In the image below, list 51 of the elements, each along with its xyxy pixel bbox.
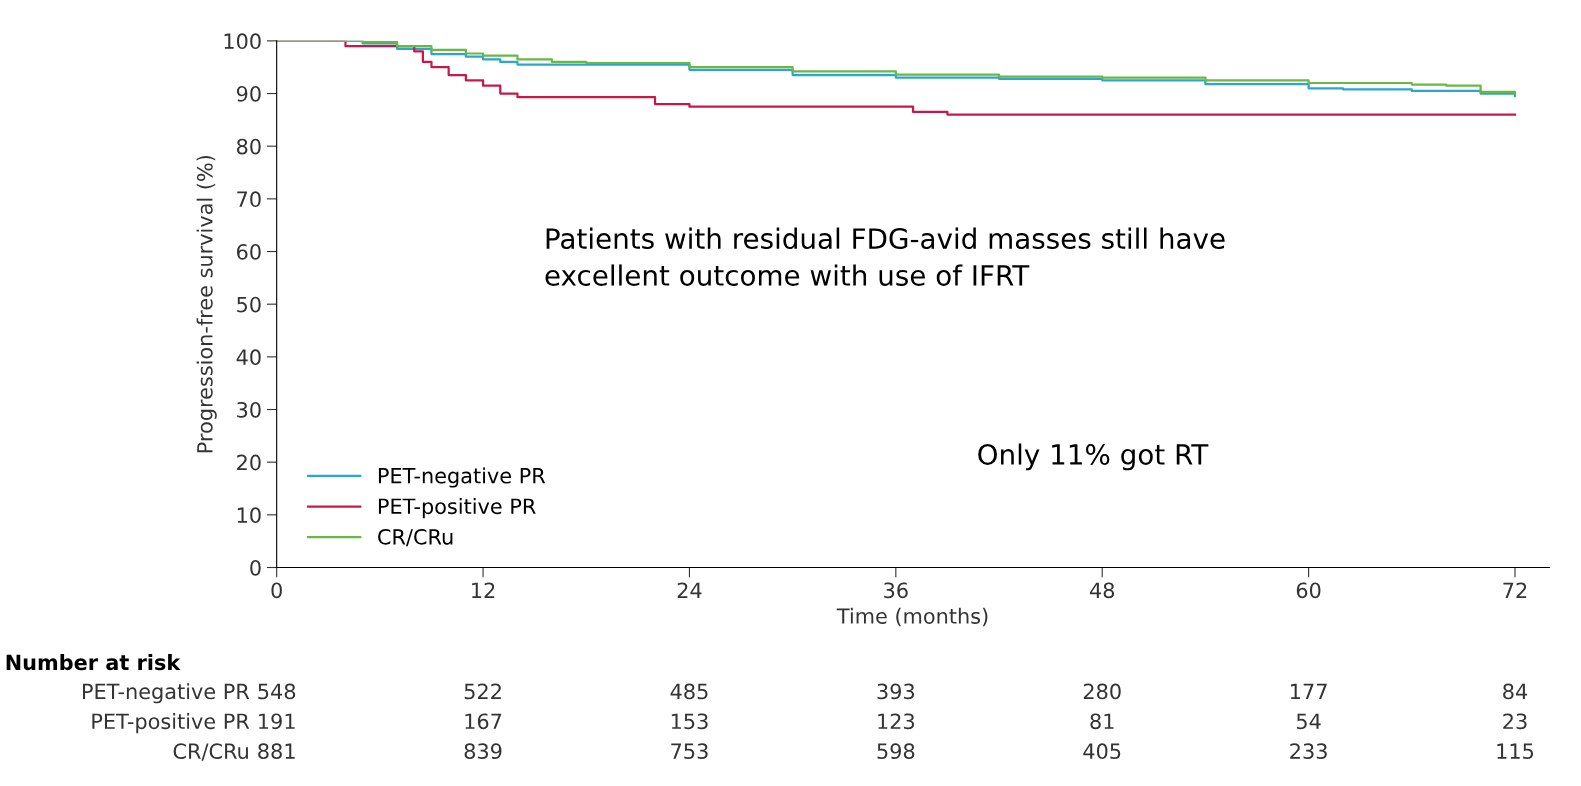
text: 54 (1296, 713, 1321, 730)
x-tick-label: 36 (884, 582, 908, 599)
y-tick-label: 10 (237, 507, 261, 524)
x-tick-label: 24 (677, 582, 702, 598)
text: 393 (877, 683, 915, 700)
legend-label: PET-positive PR (378, 498, 536, 519)
y-tick-label: 80 (236, 138, 261, 155)
text: 84 (1503, 683, 1528, 700)
text: 153 (671, 713, 708, 730)
y-tick-label: 40 (236, 349, 261, 366)
y-tick-label: 30 (237, 401, 261, 418)
y-tick-label: 50 (237, 296, 261, 313)
text: 115 (1497, 743, 1534, 760)
text: CR/CRu (173, 743, 248, 761)
y-tick-label: 20 (237, 454, 261, 471)
text: PET-positive PR (92, 713, 250, 734)
text: 23 (1503, 713, 1527, 730)
annotation: Only 11% got RT (978, 443, 1209, 471)
text: 839 (464, 743, 502, 760)
text: 177 (1291, 683, 1327, 699)
y-tick-label: 90 (236, 85, 261, 102)
text: 233 (1290, 743, 1327, 760)
x-tick-label: 60 (1296, 582, 1321, 599)
legend-label: CR/CRu (378, 528, 453, 547)
y-tick-label: 0 (250, 559, 261, 576)
y-axis-title: Progression-free survival (%) (196, 155, 217, 453)
y-tick-label: 100 (224, 33, 261, 50)
text: PET-negative PR (83, 683, 250, 704)
text: 598 (877, 743, 915, 760)
legend-label: PET-negative PR (378, 467, 546, 488)
annotation: excellent outcome with use of IFRT (545, 264, 1030, 286)
y-tick-label: 70 (237, 191, 261, 208)
text: Number at risk (6, 654, 181, 671)
text: 405 (1083, 743, 1121, 760)
text: 485 (670, 683, 708, 700)
x-axis-title: Time (months) (836, 607, 988, 627)
y-tick-label: 60 (237, 243, 261, 260)
text: 881 (258, 743, 295, 760)
text: 280 (1083, 683, 1121, 700)
text: 548 (258, 683, 296, 700)
annotation: Patients with residual FDG-avid masses still have (546, 227, 1225, 250)
x-tick-label: 48 (1089, 582, 1115, 599)
text: 191 (259, 713, 295, 730)
x-tick-label: 0 (271, 582, 282, 599)
text: 522 (464, 683, 501, 700)
x-tick-label: 72 (1503, 582, 1527, 598)
text: 167 (465, 713, 502, 730)
text: 753 (671, 743, 708, 760)
text: 123 (878, 713, 915, 730)
x-tick-label: 12 (472, 582, 495, 598)
text: 81 (1090, 713, 1114, 730)
